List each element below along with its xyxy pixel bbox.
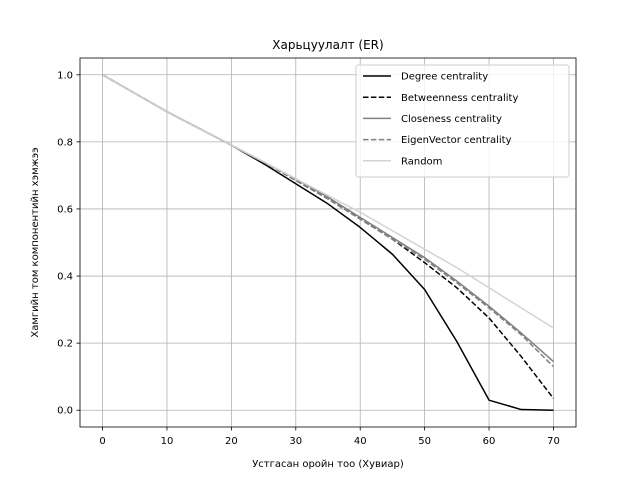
x-tick-label: 20 xyxy=(225,436,238,447)
legend-box xyxy=(355,64,570,178)
legend-label-1: Degree centrality xyxy=(401,72,488,83)
y-axis-title: Хамгийн том компонентийн хэмжээ xyxy=(30,147,41,337)
x-tick-label: 0 xyxy=(99,436,105,447)
y-tick-label: 0.8 xyxy=(57,137,73,148)
legend-label-4: EigenVector centrality xyxy=(401,135,512,146)
y-tick-label: 0.6 xyxy=(57,204,73,215)
x-tick-label: 50 xyxy=(418,436,431,447)
legend-label-3: Closeness centrality xyxy=(401,114,502,125)
series-line-5 xyxy=(102,74,554,329)
x-tick-label: 70 xyxy=(547,436,560,447)
series-lines xyxy=(102,74,555,411)
legend-label-2: Betweenness centrality xyxy=(401,93,518,104)
x-tick-label: 10 xyxy=(161,436,174,447)
x-axis-title: Устгасан оройн тоо (Хувиар) xyxy=(252,459,404,470)
chart-title: Харьцуулалт (ER) xyxy=(272,38,383,52)
x-tick-label: 30 xyxy=(289,436,302,447)
legend: Degree centrality Betweenness centrality C… xyxy=(355,64,570,178)
y-tick-label: 1.0 xyxy=(57,70,73,81)
legend-label-5: Random xyxy=(401,156,442,167)
plot-frame xyxy=(79,57,577,428)
y-tick-label: 0.0 xyxy=(57,406,73,417)
x-tick-label: 60 xyxy=(483,436,496,447)
x-tick-label: 40 xyxy=(354,436,367,447)
axis-ticks: 0 10 20 30 40 50 60 70 0.0 0.2 0.4 0.6 0.8 1.0 xyxy=(57,70,560,447)
y-tick-label: 0.2 xyxy=(57,339,73,350)
y-tick-label: 0.4 xyxy=(57,272,73,283)
series-line-4 xyxy=(102,74,554,368)
